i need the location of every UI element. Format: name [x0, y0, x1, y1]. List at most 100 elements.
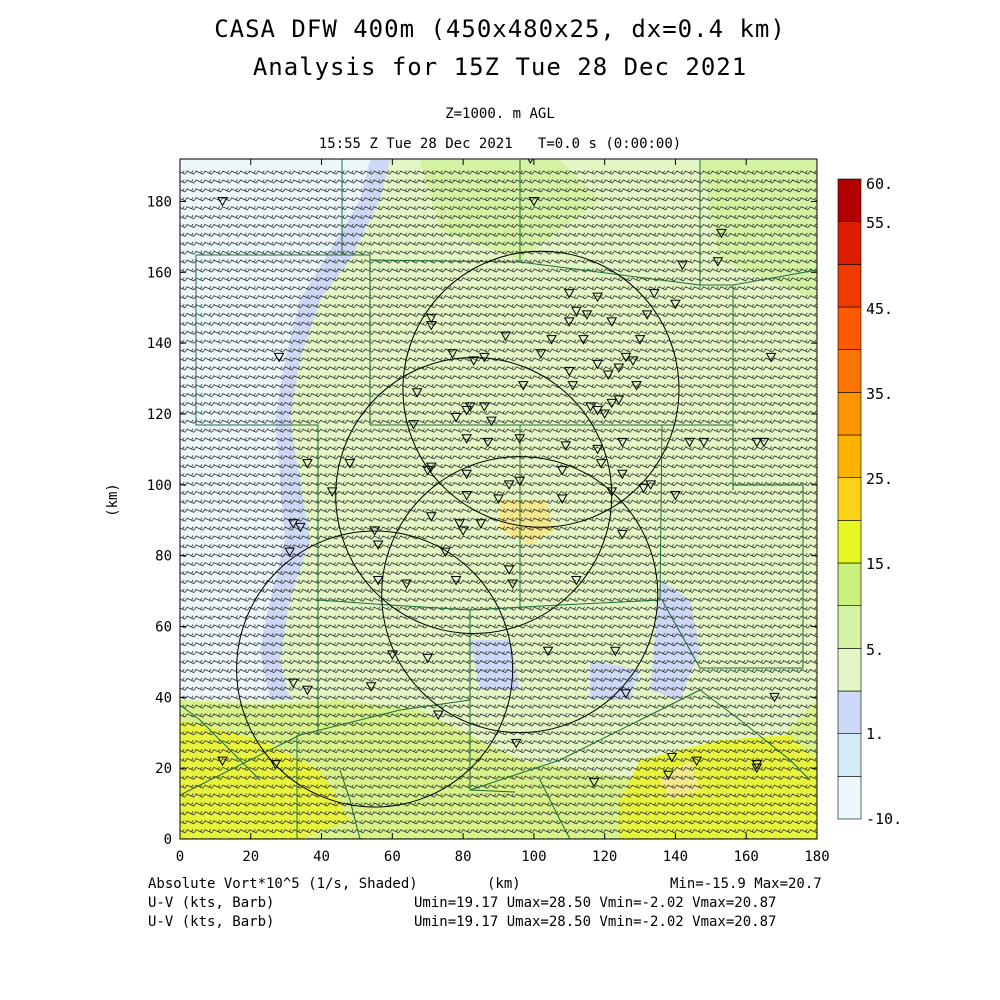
- station-marker: [599, 409, 611, 420]
- station-marker: [556, 494, 568, 505]
- station-marker: [698, 437, 710, 448]
- station-marker: [602, 370, 614, 381]
- station-marker: [641, 310, 653, 320]
- station-marker: [670, 299, 681, 310]
- station-marker: [578, 335, 589, 345]
- station-marker: [365, 682, 377, 692]
- wind-stats-2: Umin=19.17 Umax=28.50 Vmin=-2.02 Vmax=20…: [414, 914, 777, 930]
- station-marker: [560, 441, 572, 451]
- y-tick-label: 0: [164, 832, 172, 848]
- station-marker: [510, 738, 522, 749]
- y-tick-label: 140: [147, 336, 172, 352]
- station-marker: [627, 356, 639, 366]
- station-marker: [217, 197, 228, 207]
- colorbar-label: 60.: [866, 175, 893, 193]
- station-marker: [500, 331, 511, 342]
- station-marker: [617, 437, 628, 448]
- station-marker: [684, 437, 695, 448]
- station-marker: [585, 402, 596, 412]
- station-marker: [454, 519, 465, 529]
- station-marker: [372, 575, 384, 586]
- station-marker: [638, 483, 649, 494]
- station-marker: [369, 526, 380, 536]
- county-boundaries: [180, 159, 817, 839]
- radar-ring: [402, 250, 680, 528]
- station-marker: [712, 257, 724, 267]
- station-marker: [486, 416, 497, 427]
- station-marker: [514, 434, 526, 444]
- x-axis-label: (km): [487, 876, 521, 892]
- station-marker: [670, 490, 681, 501]
- station-marker: [273, 352, 285, 363]
- colorbar-swatch: [837, 477, 862, 521]
- station-marker: [648, 289, 660, 299]
- station-marker: [613, 363, 625, 373]
- station-marker: [294, 522, 306, 533]
- station-marker: [408, 420, 419, 430]
- radar-ring: [236, 530, 514, 808]
- x-tick-label: 160: [734, 849, 759, 865]
- station-marker: [461, 434, 473, 444]
- plot-frame: [179, 158, 818, 840]
- chart-subtitle: Analysis for 15Z Tue 28 Dec 2021: [252, 53, 748, 81]
- colorbar: 60. 55. 45. 35. 25. 15. 5. 1. -10.: [837, 175, 902, 828]
- x-tick-label: 180: [804, 849, 829, 865]
- x-tick-label: 40: [313, 849, 330, 865]
- station-marker: [302, 685, 313, 696]
- station-marker: [493, 494, 504, 505]
- level-label: Z=1000. m AGL: [445, 106, 555, 122]
- station-marker: [606, 317, 618, 327]
- station-marker: [542, 646, 554, 657]
- station-marker: [422, 653, 434, 664]
- station-marker: [457, 526, 469, 536]
- y-tick-label: 80: [155, 549, 172, 565]
- station-marker: [302, 459, 313, 469]
- station-marker: [386, 650, 398, 660]
- station-marker: [478, 402, 490, 412]
- y-tick-label: 40: [155, 690, 172, 706]
- colorbar-swatch: [837, 434, 862, 478]
- station-marker: [461, 469, 473, 480]
- station-marker: [514, 476, 526, 487]
- station-marker: [503, 480, 515, 490]
- colorbar-swatch: [837, 733, 862, 777]
- station-marker: [217, 756, 228, 767]
- station-marker: [464, 402, 476, 412]
- station-marker: [284, 547, 296, 558]
- wind-stats-1: Umin=19.17 Umax=28.50 Vmin=-2.02 Vmax=20…: [414, 895, 777, 911]
- y-tick-label: 20: [155, 761, 172, 777]
- colorbar-swatch: [837, 349, 862, 393]
- station-marker: [609, 646, 621, 657]
- time-label: 15:55 Z Tue 28 Dec 2021 T=0.0 s (0:00:00…: [318, 136, 682, 152]
- station-marker: [606, 487, 618, 497]
- station-marker: [634, 335, 646, 345]
- station-marker: [563, 367, 575, 377]
- station-marker: [556, 466, 568, 476]
- station-marker: [691, 756, 703, 767]
- station-marker: [528, 197, 540, 207]
- x-tick-label: 20: [242, 849, 259, 865]
- station-marker: [270, 760, 281, 770]
- shading-region-5: [420, 160, 600, 260]
- station-marker: [401, 579, 412, 590]
- station-marker: [620, 352, 632, 363]
- station-marker: [592, 359, 603, 370]
- colorbar-swatch: [837, 648, 862, 692]
- station-marker: [567, 381, 579, 391]
- station-marker: [613, 395, 625, 405]
- station-marker: [581, 310, 593, 320]
- station-marker: [563, 317, 575, 327]
- station-marker: [617, 529, 628, 540]
- colorbar-swatch: [837, 264, 862, 308]
- station-marker: [571, 575, 582, 586]
- colorbar-swatch: [837, 605, 862, 649]
- y-tick-label: 180: [147, 195, 172, 211]
- colorbar-label: 45.: [866, 300, 893, 318]
- colorbar-swatch: [837, 562, 862, 606]
- station-marker: [344, 459, 356, 469]
- colorbar-label: 15.: [866, 555, 893, 573]
- x-axis: 0 20 40 60 80 100 120 140 160 180: [176, 159, 830, 865]
- station-marker: [592, 292, 603, 303]
- station-marker: [372, 540, 384, 551]
